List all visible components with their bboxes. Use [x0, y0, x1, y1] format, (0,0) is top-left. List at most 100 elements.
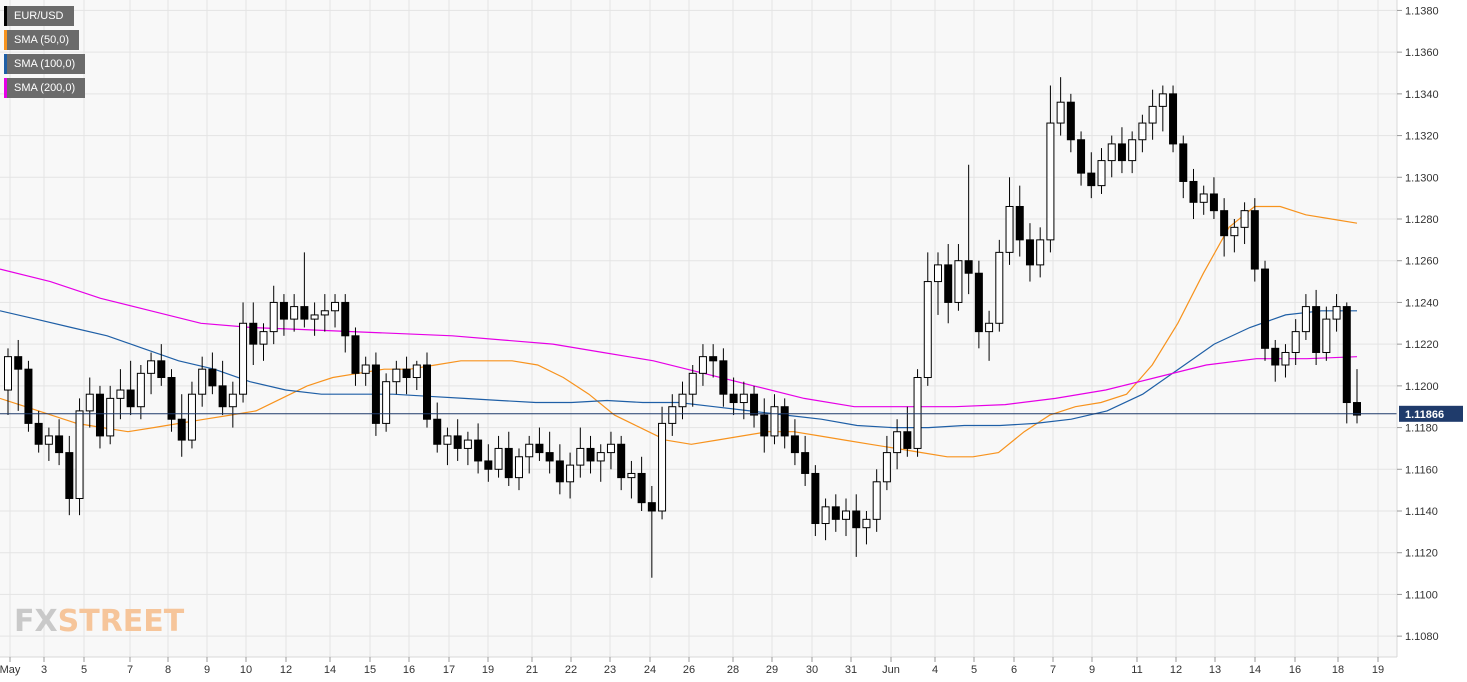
candle-body-down [279, 301, 288, 320]
candle-body-down [218, 385, 227, 408]
candle-body-down [586, 447, 595, 462]
candle-body-down [964, 260, 973, 274]
candle [1087, 152, 1096, 199]
candle [1036, 227, 1045, 278]
legend: EUR/USD SMA (50,0) SMA (100,0) SMA (200,… [4, 6, 86, 102]
candle-body-up [1230, 226, 1239, 237]
candle-body-down [801, 452, 810, 474]
candle [566, 452, 575, 499]
legend-item-eurusd[interactable]: EUR/USD [4, 6, 74, 26]
candle [944, 244, 953, 324]
candle-body-up [525, 443, 534, 458]
y-tick-label: 1.1280 [1405, 214, 1439, 226]
candle [504, 431, 513, 486]
candle-body-up [331, 301, 340, 312]
candle [157, 344, 166, 386]
y-tick-label: 1.1360 [1405, 47, 1439, 59]
candle [392, 360, 401, 395]
candle-body-down [433, 418, 442, 445]
sma-line [0, 205, 1358, 458]
y-tick-label: 1.1140 [1405, 506, 1438, 518]
x-tick-label: 9 [1089, 664, 1095, 676]
x-tick-label: 14 [324, 664, 336, 676]
candle [596, 444, 605, 482]
candle [85, 377, 94, 428]
candle-body-up [136, 372, 145, 408]
legend-item-sma-100[interactable]: SMA (100,0) [4, 54, 86, 74]
candle-body-down [14, 356, 23, 370]
candle-body-down [729, 393, 738, 404]
candle [862, 511, 871, 545]
candle-body-up [668, 406, 677, 424]
candle [514, 448, 523, 491]
candle [126, 360, 135, 416]
candle-body-down [95, 393, 104, 437]
candle-body-down [126, 389, 135, 408]
candle [555, 444, 564, 495]
legend-item-sma-50[interactable]: SMA (50,0) [4, 30, 80, 50]
candle [1097, 148, 1106, 194]
candle [1312, 289, 1321, 365]
candle [320, 294, 329, 332]
candle [606, 431, 615, 470]
candle-body-down [34, 422, 43, 445]
candle [831, 494, 840, 532]
candle-body-down [647, 502, 656, 512]
candle [1015, 185, 1024, 257]
candle-body-up [494, 447, 503, 470]
candle-body-up [770, 406, 779, 437]
candle [1025, 223, 1034, 282]
candle-body-down [402, 368, 411, 379]
candles [4, 77, 1361, 578]
candle [770, 394, 779, 445]
candle [545, 431, 554, 474]
candle [1281, 344, 1290, 378]
candle [249, 302, 258, 365]
candle-body-down [1025, 239, 1034, 266]
candle-body-down [617, 443, 626, 479]
candle [647, 485, 656, 578]
candle [371, 352, 380, 436]
candle [903, 406, 912, 457]
candle [1107, 135, 1116, 178]
candle [75, 398, 84, 516]
candle [44, 427, 53, 461]
candle-body-up [923, 281, 932, 379]
candle-body-down [1312, 306, 1321, 353]
logo-street: STREET [57, 604, 185, 639]
x-tick-label: 5 [81, 664, 87, 676]
candle-body-down [300, 306, 309, 320]
candle-body-up [382, 381, 391, 424]
legend-swatch [4, 30, 7, 50]
candle [1271, 339, 1280, 382]
legend-item-sma-200[interactable]: SMA (200,0) [4, 78, 86, 98]
candle [1342, 302, 1351, 424]
candle [55, 419, 64, 466]
x-tick-label: 13 [1209, 664, 1221, 676]
x-tick-label: May [0, 664, 21, 676]
candle [484, 444, 493, 482]
candle-body-down [780, 406, 789, 437]
legend-label: SMA (50,0) [14, 34, 70, 46]
x-axis-ticks: May 3 5 7 8 9 10 12 14 15 16 17 19 21 22 23 24 26 28 29 30 31… [0, 657, 1384, 676]
x-tick-label: 23 [604, 664, 616, 676]
candle-body-up [678, 393, 687, 408]
candle-body-down [760, 414, 769, 437]
candle [1230, 219, 1239, 253]
candle-body-up [1036, 239, 1045, 266]
candle-body-up [821, 506, 830, 525]
x-tick-label: 28 [727, 664, 739, 676]
candle-body-down [371, 364, 380, 424]
x-tick-label: 3 [41, 664, 47, 676]
candle-body-up [310, 314, 319, 320]
candle [474, 423, 483, 474]
candle [228, 381, 237, 428]
candle-body-up [259, 331, 268, 345]
legend-label: SMA (100,0) [14, 58, 76, 70]
x-tick-label: 24 [644, 664, 656, 676]
x-tick-label: 16 [1289, 664, 1301, 676]
last-price-text: 1.11866 [1405, 409, 1444, 421]
candle [739, 381, 748, 420]
candle-body-down [1189, 180, 1198, 203]
candle-body-up [842, 510, 851, 520]
